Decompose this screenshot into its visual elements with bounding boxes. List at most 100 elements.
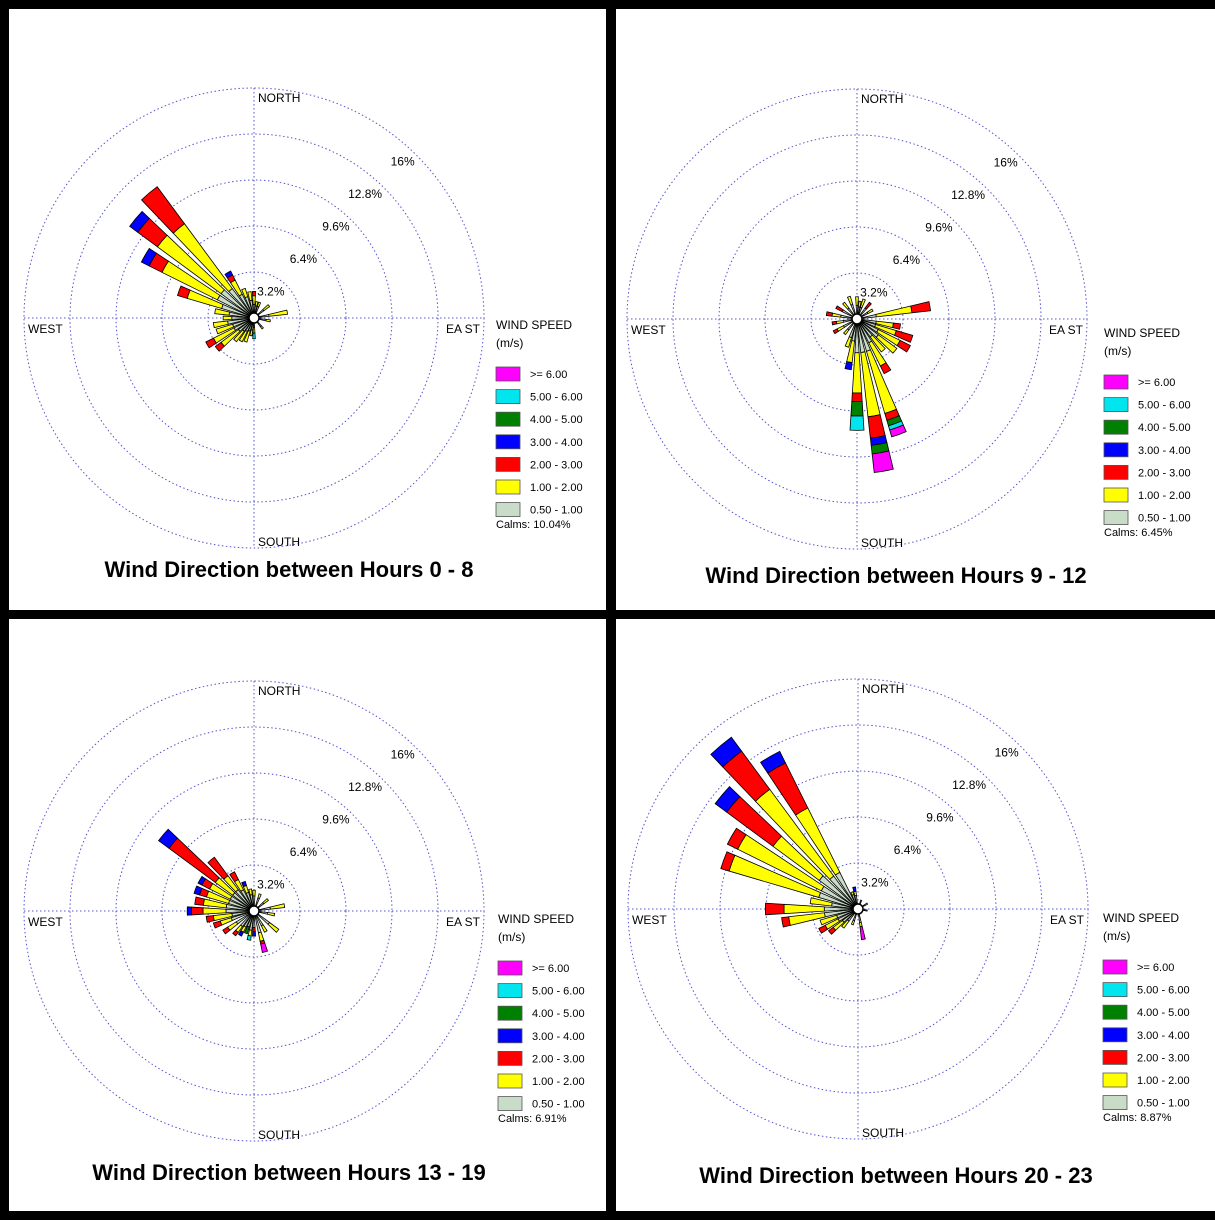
legend-swatch: [495, 366, 521, 382]
wind-petal-segment: [859, 925, 866, 941]
legend-units: (m/s): [1104, 344, 1131, 358]
ring-circle: [23, 87, 485, 549]
wind-petal-segment: [248, 888, 253, 896]
wind-petal-segment: [257, 309, 265, 316]
ring-label: 9.6%: [322, 219, 350, 233]
wind-petal-segment: [844, 361, 853, 371]
wind-petal-segment: [241, 287, 249, 299]
south-label: SOUTH: [861, 536, 903, 550]
wind-petal-segment: [254, 897, 260, 907]
legend-swatch: [1103, 487, 1129, 503]
legend-swatch: [497, 1073, 523, 1089]
wind-petal-segment: [268, 309, 288, 317]
wind-petal-segment: [229, 871, 239, 883]
wind-rose-chart: 3.2% 6.4% 9.6% 12.8% 16% NORTH SOUTH WEST EA ST W…: [627, 678, 1190, 1140]
legend-label: 4.00 - 5.00: [1137, 1007, 1190, 1019]
wind-rose-panel-hours-20-23: 3.2% 6.4% 9.6% 12.8% 16% NORTH SOUTH WEST EA ST W…: [616, 619, 1215, 1211]
legend-swatch: [497, 1028, 523, 1044]
wind-petal-segment: [764, 902, 785, 916]
wind-petal-segment: [258, 313, 270, 318]
legend-label: 1.00 - 2.00: [530, 482, 583, 494]
legend-label: 1.00 - 2.00: [1137, 1075, 1190, 1087]
legend-swatch: [1102, 1027, 1128, 1043]
ring-label: 3.2%: [860, 285, 888, 299]
legend-swatch: [1102, 1049, 1128, 1065]
wind-petal-segment: [256, 301, 262, 308]
wind-petal-segment: [720, 851, 736, 872]
wind-petal-segment: [835, 320, 845, 325]
ring-circle: [626, 88, 1088, 550]
wind-petal-segment: [851, 352, 863, 394]
wind-petal-segment: [252, 889, 256, 897]
legend-title: WIND SPEED: [498, 912, 574, 926]
wind-petal-segment: [193, 885, 203, 896]
ring-circle: [161, 818, 347, 1004]
wind-petal-segment: [243, 925, 250, 935]
chart-title: Wind Direction between Hours 13 - 19: [92, 1160, 486, 1185]
wind-petal-segment: [875, 305, 913, 318]
wind-petal-segment: [214, 341, 225, 352]
wind-petal-segment: [896, 339, 911, 353]
legend-label: 1.00 - 2.00: [1138, 490, 1191, 502]
wind-petal-segment: [194, 896, 205, 906]
legend-swatch: [1103, 419, 1129, 435]
east-label: EA ST: [446, 915, 481, 929]
wind-petal-segment: [835, 305, 844, 313]
ring-circle: [69, 133, 439, 503]
ring-label: 3.2%: [257, 284, 285, 298]
wind-petal-segment: [214, 308, 231, 316]
calm-center-circle: [248, 312, 260, 324]
legend-swatch: [495, 502, 521, 518]
wind-petal-segment: [191, 906, 204, 916]
legend-label: 0.50 - 1.00: [530, 505, 583, 517]
wind-petal-segment: [889, 424, 907, 438]
wind-petal-segment: [252, 927, 256, 933]
wind-petal-segment: [252, 332, 256, 340]
ring-label: 12.8%: [348, 187, 382, 201]
north-label: NORTH: [861, 92, 903, 106]
wind-petal-segment: [252, 295, 256, 305]
legend-swatch: [1103, 464, 1129, 480]
wind-petal-segment: [258, 906, 271, 911]
wind-petal-segment: [842, 301, 850, 310]
wind-petal-segment: [222, 315, 233, 321]
wind-petal-segment: [788, 912, 826, 926]
legend-swatch: [1103, 510, 1129, 526]
calms-label: Calms: 6.45%: [1104, 527, 1173, 539]
wind-petal-segment: [760, 750, 787, 774]
ring-label: 12.8%: [952, 778, 986, 792]
legend-units: (m/s): [1103, 929, 1130, 943]
wind-petal-segment: [866, 308, 874, 315]
wind-rose-chart: 3.2% 6.4% 9.6% 12.8% 16% NORTH SOUTH WEST EA ST W…: [626, 88, 1191, 550]
legend-label: 5.00 - 6.00: [1138, 400, 1191, 412]
wind-petal-segment: [140, 247, 157, 267]
ring-circle: [69, 726, 439, 1096]
ring-circle: [672, 134, 1042, 504]
south-label: SOUTH: [258, 535, 300, 549]
legend-label: 1.00 - 2.00: [532, 1076, 585, 1088]
wind-petal-segment: [269, 903, 286, 910]
wind-petal-segment: [910, 301, 931, 314]
legend-swatch: [497, 983, 523, 999]
ring-label: 16%: [994, 155, 1018, 169]
ring-label: 12.8%: [951, 188, 985, 202]
wind-petal-segment: [818, 924, 829, 934]
legend-swatch: [1103, 374, 1129, 390]
wind-petal-segment: [825, 311, 834, 317]
north-label: NORTH: [258, 684, 300, 698]
ring-circle: [627, 678, 1089, 1140]
ring-label: 6.4%: [290, 252, 318, 266]
west-label: WEST: [631, 323, 666, 337]
wind-petal-segment: [202, 907, 227, 915]
legend-swatch: [1102, 1004, 1128, 1020]
east-label: EA ST: [1049, 323, 1084, 337]
wind-petal-segment: [233, 329, 245, 343]
calm-center-circle: [248, 905, 260, 917]
wind-petal-segment: [867, 414, 886, 439]
wind-petal-segment: [252, 326, 256, 334]
legend-title: WIND SPEED: [1104, 326, 1180, 340]
legend-swatch: [497, 960, 523, 976]
wind-petal-segment: [247, 929, 253, 937]
wind-petal-segment: [212, 920, 223, 929]
wind-petal-segment: [819, 914, 839, 926]
